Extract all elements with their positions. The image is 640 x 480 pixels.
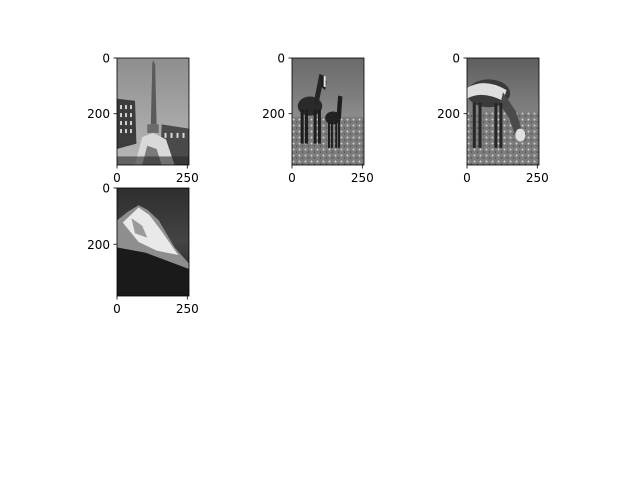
y-tick-label: 0 xyxy=(277,52,285,66)
axes-frame xyxy=(291,57,365,166)
image-panel-2: 0 250 0 200 xyxy=(262,52,374,186)
x-tick-label: 0 xyxy=(463,171,471,185)
y-tick-label: 0 xyxy=(102,52,110,66)
image-panel-1: 0 250 0 200 xyxy=(87,52,199,186)
y-tick-label: 200 xyxy=(262,107,285,121)
grayscale-image-4 xyxy=(117,188,189,296)
y-tick-label: 0 xyxy=(452,52,460,66)
y-tick-label: 200 xyxy=(437,107,460,121)
x-tick-label: 0 xyxy=(288,171,296,185)
image-panel-4: 0 250 0 200 xyxy=(87,182,199,317)
y-tick-label: 200 xyxy=(87,238,110,252)
x-tick-label: 250 xyxy=(526,171,549,185)
grayscale-image-2 xyxy=(292,58,364,165)
axes-frame xyxy=(466,57,540,166)
grayscale-image-1 xyxy=(117,58,189,165)
image-panel-3: 0 250 0 200 xyxy=(437,52,549,186)
x-tick-label: 0 xyxy=(113,171,121,185)
axes-frame xyxy=(116,57,190,166)
x-tick-label: 250 xyxy=(351,171,374,185)
x-tick-label: 0 xyxy=(113,302,121,316)
x-tick-label: 250 xyxy=(176,171,199,185)
y-tick-label: 200 xyxy=(87,107,110,121)
x-tick-label: 250 xyxy=(176,302,199,316)
grayscale-image-3 xyxy=(467,58,539,165)
y-tick-label: 0 xyxy=(102,182,110,196)
axes-frame xyxy=(116,187,190,297)
